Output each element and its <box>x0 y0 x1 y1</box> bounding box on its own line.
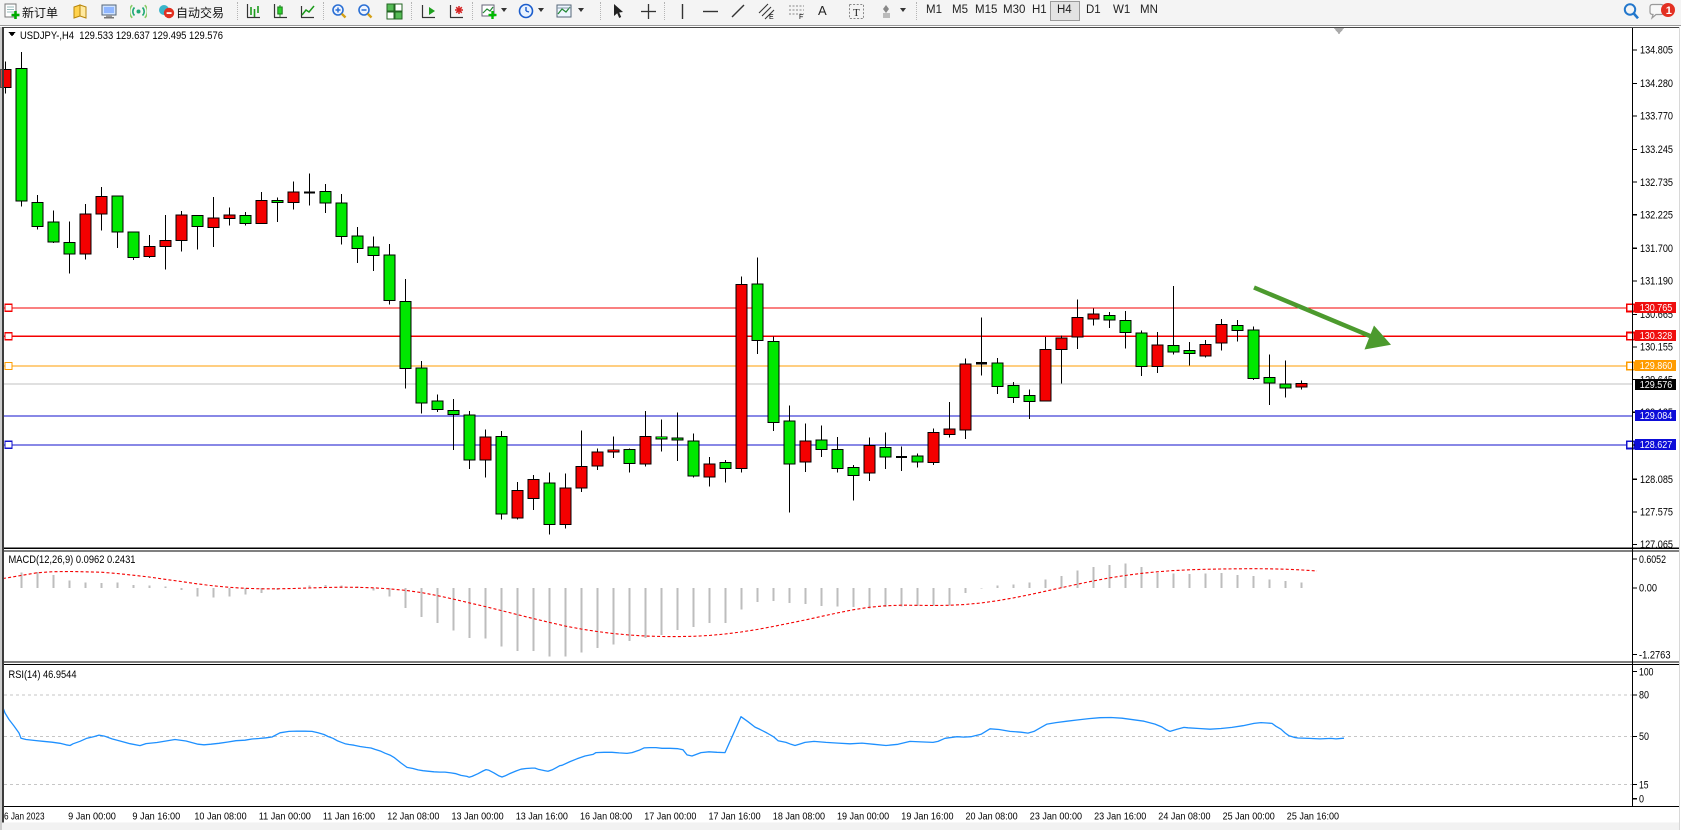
svg-text:16 Jan 08:00: 16 Jan 08:00 <box>580 812 632 823</box>
svg-text:127.065: 127.065 <box>1640 539 1673 551</box>
svg-text:134.805: 134.805 <box>1640 45 1673 57</box>
svg-text:19 Jan 16:00: 19 Jan 16:00 <box>901 812 953 823</box>
svg-text:129.084: 129.084 <box>1640 411 1673 422</box>
svg-text:24 Jan 08:00: 24 Jan 08:00 <box>1158 812 1210 823</box>
svg-text:128.085: 128.085 <box>1640 474 1673 486</box>
svg-text:10 Jan 08:00: 10 Jan 08:00 <box>194 812 246 823</box>
svg-text:15: 15 <box>1639 779 1649 791</box>
svg-text:6 Jan 2023: 6 Jan 2023 <box>4 812 45 823</box>
svg-text:23 Jan 16:00: 23 Jan 16:00 <box>1094 812 1146 823</box>
svg-text:12 Jan 08:00: 12 Jan 08:00 <box>387 812 439 823</box>
svg-text:23 Jan 00:00: 23 Jan 00:00 <box>1030 812 1082 823</box>
svg-text:F: F <box>799 14 803 20</box>
svg-text:T: T <box>853 7 860 19</box>
svg-text:80: 80 <box>1639 690 1649 702</box>
svg-text:13 Jan 16:00: 13 Jan 16:00 <box>516 812 568 823</box>
svg-text:19 Jan 00:00: 19 Jan 00:00 <box>837 812 889 823</box>
svg-text:130.328: 130.328 <box>1640 331 1673 342</box>
svg-text:MACD(12,26,9) 0.0962 0.2431: MACD(12,26,9) 0.0962 0.2431 <box>9 554 136 566</box>
svg-text:0: 0 <box>1639 794 1644 806</box>
svg-text:18 Jan 08:00: 18 Jan 08:00 <box>773 812 825 823</box>
svg-text:E: E <box>769 14 774 20</box>
svg-text:9 Jan 16:00: 9 Jan 16:00 <box>132 812 180 823</box>
svg-text:11 Jan 00:00: 11 Jan 00:00 <box>259 812 311 823</box>
svg-text:RSI(14) 46.9544: RSI(14) 46.9544 <box>9 669 77 681</box>
svg-text:20 Jan 08:00: 20 Jan 08:00 <box>966 812 1018 823</box>
svg-text:50: 50 <box>1639 731 1649 743</box>
svg-text:17 Jan 00:00: 17 Jan 00:00 <box>644 812 696 823</box>
svg-text:13 Jan 00:00: 13 Jan 00:00 <box>452 812 504 823</box>
svg-text:-1.2763: -1.2763 <box>1639 649 1671 661</box>
svg-text:133.770: 133.770 <box>1640 111 1673 123</box>
svg-text:127.575: 127.575 <box>1640 507 1673 519</box>
svg-text:11 Jan 16:00: 11 Jan 16:00 <box>323 812 375 823</box>
svg-text:129.860: 129.860 <box>1640 361 1673 372</box>
svg-text:134.280: 134.280 <box>1640 78 1673 90</box>
svg-text:129.576: 129.576 <box>1640 380 1673 391</box>
svg-text:100: 100 <box>1639 666 1654 678</box>
svg-text:128.627: 128.627 <box>1640 440 1673 451</box>
svg-text:131.700: 131.700 <box>1640 243 1673 255</box>
svg-text:17 Jan 16:00: 17 Jan 16:00 <box>709 812 761 823</box>
svg-text:130.765: 130.765 <box>1640 303 1673 314</box>
svg-text:USDJPY-,H4 129.533 129.637 12: USDJPY-,H4 129.533 129.637 129.495 129.5… <box>20 30 223 42</box>
svg-text:130.155: 130.155 <box>1640 342 1673 354</box>
svg-text:1: 1 <box>1666 5 1672 17</box>
svg-text:132.225: 132.225 <box>1640 209 1673 221</box>
svg-text:131.190: 131.190 <box>1640 276 1673 288</box>
svg-text:132.735: 132.735 <box>1640 177 1673 189</box>
svg-text:0.00: 0.00 <box>1639 583 1657 595</box>
svg-text:25 Jan 00:00: 25 Jan 00:00 <box>1223 812 1275 823</box>
svg-text:0.6052: 0.6052 <box>1639 554 1666 566</box>
svg-text:9 Jan 00:00: 9 Jan 00:00 <box>68 812 116 823</box>
svg-text:25 Jan 16:00: 25 Jan 16:00 <box>1287 812 1339 823</box>
svg-text:133.245: 133.245 <box>1640 144 1673 156</box>
